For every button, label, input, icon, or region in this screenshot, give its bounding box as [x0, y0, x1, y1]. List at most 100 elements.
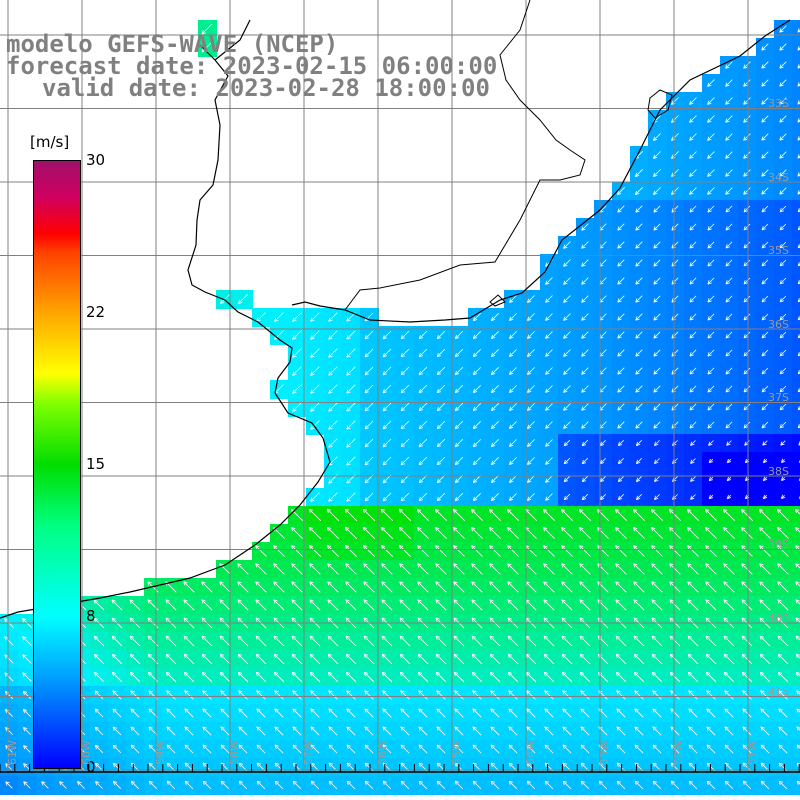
- wind-arrow: [761, 151, 769, 159]
- wind-arrow: [345, 653, 357, 665]
- wind-arrow: [291, 635, 303, 647]
- wind-arrow: [689, 385, 697, 393]
- wind-arrow: [454, 330, 464, 340]
- wind-arrow: [363, 563, 375, 575]
- wind-cell: [684, 434, 703, 453]
- wind-arrow: [22, 672, 32, 682]
- wind-arrow: [238, 780, 248, 790]
- wind-arrow: [779, 331, 787, 339]
- wind-arrow: [364, 348, 374, 358]
- wind-cell: [396, 416, 415, 435]
- wind-arrow: [130, 744, 140, 754]
- wind-cell: [576, 380, 595, 399]
- wind-cell: [792, 380, 800, 399]
- wind-arrow: [689, 133, 697, 141]
- wind-cell: [666, 470, 685, 489]
- wind-arrow: [724, 780, 734, 790]
- wind-arrow: [725, 61, 733, 69]
- wind-arrow: [220, 780, 230, 790]
- wind-cell: [792, 74, 800, 93]
- wind-cell: [792, 704, 800, 723]
- wind-arrow: [797, 423, 800, 429]
- wind-cell: [342, 434, 361, 453]
- wind-cell: [486, 470, 505, 489]
- wind-cell: [774, 362, 793, 381]
- wind-arrow: [779, 25, 787, 33]
- wind-cell: [612, 452, 631, 471]
- wind-arrow: [472, 475, 481, 484]
- wind-arrow: [743, 205, 751, 213]
- wind-arrow: [795, 671, 800, 677]
- wind-arrow: [23, 781, 31, 789]
- wind-arrow: [453, 599, 465, 611]
- wind-cell: [450, 416, 469, 435]
- wind-arrow: [220, 708, 230, 718]
- wind-arrow: [328, 402, 338, 412]
- wind-cell: [432, 380, 451, 399]
- wind-arrow: [364, 726, 374, 736]
- wind-cell: [630, 380, 649, 399]
- wind-arrow: [328, 438, 338, 448]
- colorbar-tick-8: 8: [86, 607, 96, 625]
- wind-arrow: [489, 599, 501, 611]
- wind-arrow: [741, 563, 753, 575]
- wind-arrow: [454, 384, 464, 394]
- wind-cell: [594, 416, 613, 435]
- wind-arrow: [653, 331, 661, 339]
- wind-cell: [792, 488, 800, 507]
- wind-arrow: [274, 780, 284, 790]
- wind-arrow: [237, 635, 249, 647]
- wind-arrow: [617, 295, 625, 303]
- wind-arrow: [344, 526, 358, 540]
- wind-arrow: [472, 331, 481, 340]
- wind-arrow: [652, 780, 662, 790]
- wind-arrow: [706, 744, 716, 754]
- wind-arrow: [382, 780, 392, 790]
- wind-arrow: [201, 41, 213, 53]
- latitude-label: 40S: [768, 611, 789, 625]
- wind-arrow: [363, 653, 375, 665]
- wind-arrow: [797, 279, 800, 285]
- wind-cell: [378, 434, 397, 453]
- wind-cell: [558, 344, 577, 363]
- wind-cell: [666, 416, 685, 435]
- wind-cell: [414, 488, 433, 507]
- wind-cell: [450, 434, 469, 453]
- wind-cell: [432, 398, 451, 417]
- wind-arrow: [310, 744, 320, 754]
- wind-arrow: [454, 726, 464, 736]
- wind-cell: [288, 326, 307, 345]
- wind-arrow: [635, 259, 643, 267]
- wind-arrow: [705, 653, 717, 665]
- wind-arrow: [635, 241, 643, 249]
- wind-cell: [414, 380, 433, 399]
- wind-arrow: [741, 653, 753, 665]
- wind-arrow: [382, 690, 392, 700]
- wind-arrow: [779, 187, 787, 195]
- wind-cell: [594, 470, 613, 489]
- wind-arrow: [255, 599, 267, 611]
- wind-arrow: [219, 599, 231, 611]
- wind-arrow: [508, 780, 518, 790]
- wind-arrow: [561, 653, 573, 665]
- wind-arrow: [527, 421, 535, 429]
- wind-cell: [630, 146, 649, 165]
- colorbar-tick-15: 15: [86, 455, 106, 473]
- wind-arrow: [742, 726, 752, 736]
- wind-cell: [648, 128, 667, 147]
- wind-cell: [594, 200, 613, 219]
- latitude-label: 37S: [768, 391, 789, 404]
- wind-arrow: [400, 726, 410, 736]
- wind-arrow: [148, 780, 158, 790]
- wind-arrow: [201, 581, 213, 593]
- wind-arrow: [292, 744, 302, 754]
- wind-arrow: [202, 744, 212, 754]
- wind-arrow: [653, 259, 661, 267]
- wind-arrow: [617, 349, 625, 357]
- wind-arrow: [779, 385, 787, 393]
- wind-arrow: [669, 545, 681, 557]
- wind-arrow: [471, 563, 483, 575]
- wind-arrow: [255, 545, 267, 557]
- wind-cell: [792, 776, 800, 795]
- wind-cell: [522, 398, 541, 417]
